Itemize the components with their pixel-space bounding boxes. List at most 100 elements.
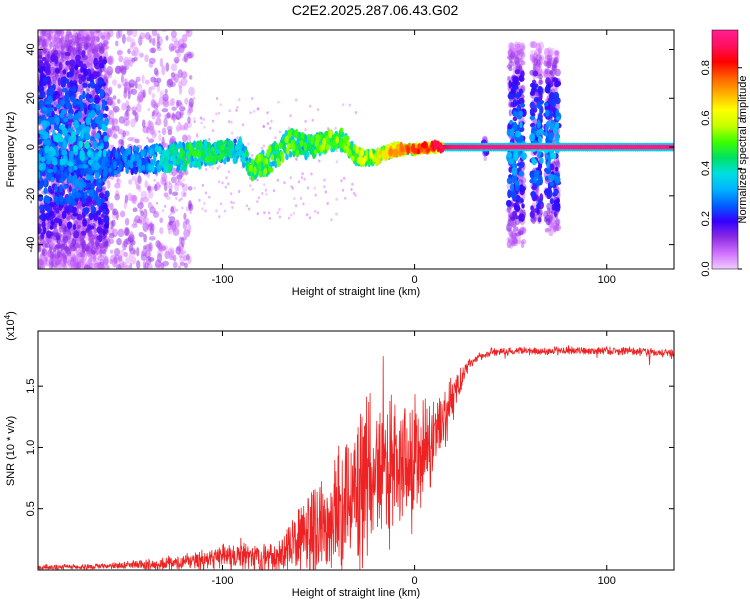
spectral-blob [41,56,47,62]
spectral-blob [289,114,292,118]
spectral-blob [62,235,69,244]
spectral-blob [59,177,64,184]
spectral-blob [131,30,138,38]
spectral-blob [313,186,316,190]
spectral-blob [99,89,105,97]
spectral-blob [132,207,138,213]
spectral-blob [544,190,549,196]
spectral-blob [343,176,346,180]
spectral-blob [289,176,292,180]
spectral-blob [262,124,266,128]
spectral-blob [241,123,245,127]
spectral-blob [50,260,54,268]
spectral-blob [38,227,42,235]
spectral-blob [238,190,241,193]
spectral-blob [82,218,88,227]
spectral-blob [123,154,128,164]
spectral-blob [90,204,95,212]
spectral-blob [134,180,139,186]
spectral-blob [44,145,50,154]
spectral-blob [54,68,61,74]
spectral-blob [344,196,347,200]
spectral-blob [136,247,140,257]
spectral-blob [151,111,155,117]
spectral-blob [136,260,141,269]
spectral-blob [530,101,534,107]
spectral-blob [506,151,513,158]
spectral-blob [342,103,345,107]
spectral-blob [177,265,182,269]
spectral-blob [53,195,58,203]
spectral-blob [288,126,291,130]
spectral-blob [553,91,560,101]
spectral-blob [142,196,150,203]
spectral-blob [155,201,159,205]
spectral-blob [171,106,177,111]
spectral-blob [218,164,221,168]
spectral-blob [112,208,118,216]
spectral-blob [63,184,68,189]
spectral-blob [87,159,93,165]
spectral-blob [235,108,238,112]
spectral-blob [302,202,305,206]
spectral-blob [83,43,89,50]
spectral-blob [341,188,345,192]
spectral-blob [127,137,134,142]
spectral-blob [228,109,231,113]
spectral-blob [147,257,155,262]
spectral-blob [73,230,80,239]
spectral-blob [170,72,176,78]
spectral-blob [520,226,525,233]
spectral-blob [335,197,338,201]
spectral-blob [113,247,121,257]
spectral-blob [125,256,132,264]
spectral-blob [537,74,543,79]
spectral-blob [183,122,189,131]
spectral-blob [231,206,234,209]
spectral-blob [163,192,169,198]
spectral-blob [554,80,562,87]
spectral-blob [147,138,155,143]
spectral-blob [57,77,62,87]
spectral-blob [158,130,161,134]
spectral-blob [143,245,147,250]
spectral-blob [83,264,91,269]
spectral-blob [544,68,551,75]
spectral-blob [91,234,96,240]
spectrogram-heatmap [38,30,674,269]
spectral-blob [316,211,320,215]
spectral-blob [88,98,95,103]
spectral-blob [150,85,156,91]
spectral-blob [549,69,553,75]
spectral-blob [72,206,78,213]
spectral-blob [87,83,92,89]
spectral-blob [549,198,554,205]
spectral-blob [108,109,113,116]
spectral-blob [102,59,108,65]
spectral-blob [129,262,133,269]
spectral-blob [262,144,265,148]
spectral-blob [120,139,125,147]
spectral-blob [300,176,304,180]
spectral-blob [38,62,43,68]
spectral-blob [137,202,144,209]
spectral-blob [118,116,126,124]
spectral-blob [506,223,512,232]
spectral-blob [74,151,78,156]
spectral-blob [211,129,215,133]
spectral-blob [233,138,237,144]
spectral-blob [115,264,122,269]
spectral-blob [554,166,559,172]
spectral-blob [518,48,524,58]
spectral-blob [537,121,542,127]
spectral-blob [544,85,551,94]
spectral-blob [68,31,73,39]
spectral-blob [316,108,320,112]
spectral-blob [538,112,542,122]
spectral-blob [230,120,233,124]
spectral-blob [71,188,76,194]
spectral-blob [108,167,112,173]
spectral-blob [129,163,134,169]
spectral-blob [516,106,521,111]
spectral-blob [38,243,41,252]
